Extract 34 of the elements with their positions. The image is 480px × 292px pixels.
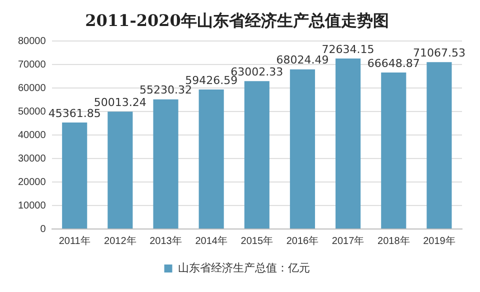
y-tick-label: 60000 bbox=[18, 82, 46, 94]
x-tick-label: 2013年 bbox=[150, 234, 182, 247]
bar bbox=[108, 112, 133, 228]
bar bbox=[244, 81, 270, 228]
x-tick-label: 2015年 bbox=[240, 234, 274, 247]
x-tick-label: 2011年 bbox=[58, 234, 90, 247]
data-label: 45361.85 bbox=[48, 106, 101, 120]
x-tick-label: 2016年 bbox=[286, 234, 319, 247]
y-tick-label: 30000 bbox=[18, 153, 46, 164]
data-label: 68024.49 bbox=[276, 54, 329, 67]
y-tick-label: 50000 bbox=[18, 106, 46, 118]
data-label: 72634.15 bbox=[322, 42, 374, 56]
legend-label: 山东省经济生产总值：亿元 bbox=[178, 261, 310, 274]
data-label: 50013.24 bbox=[94, 96, 146, 109]
y-tick-label: 40000 bbox=[18, 130, 46, 141]
chart-title: 2011-2020年山东省经济生产总值走势图 bbox=[85, 10, 389, 30]
y-tick-label: 70000 bbox=[18, 59, 46, 70]
bar bbox=[336, 58, 361, 228]
x-tick-label: 2018年 bbox=[378, 234, 410, 247]
data-label: 55230.32 bbox=[140, 84, 192, 97]
bar bbox=[198, 89, 224, 228]
y-tick-label: 80000 bbox=[18, 36, 46, 47]
bar bbox=[153, 99, 178, 228]
y-tick-label: 0 bbox=[40, 224, 46, 235]
bar bbox=[62, 122, 88, 228]
y-tick-label: 10000 bbox=[18, 200, 46, 212]
bar bbox=[381, 72, 406, 228]
x-tick-label: 2014年 bbox=[195, 234, 228, 247]
x-tick-label: 2017年 bbox=[332, 234, 364, 247]
x-tick-label: 2019年 bbox=[423, 234, 456, 247]
x-tick-label: 2012年 bbox=[104, 234, 136, 247]
y-tick-label: 20000 bbox=[18, 176, 46, 188]
bar bbox=[426, 62, 452, 228]
bar bbox=[290, 69, 316, 228]
